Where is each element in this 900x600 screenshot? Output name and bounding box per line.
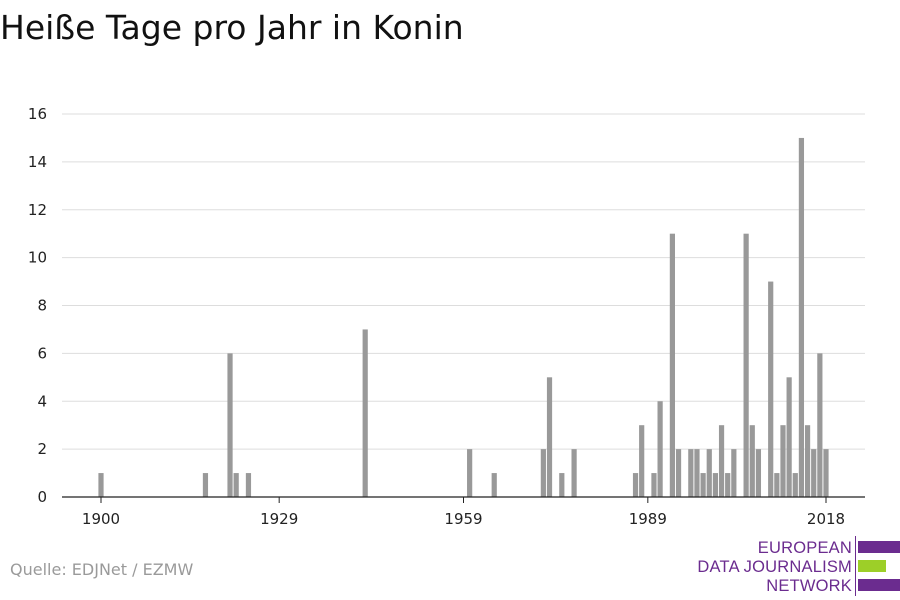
bar	[712, 473, 719, 497]
y-tick-label: 10	[28, 249, 47, 267]
y-tick-label: 16	[28, 105, 47, 123]
logo-text: EUROPEAN DATA JOURNALISM NETWORK	[697, 539, 852, 596]
bar	[755, 449, 762, 498]
bar	[725, 473, 731, 497]
bar	[749, 425, 755, 497]
x-tick-label: 1929	[260, 510, 298, 528]
bar	[245, 473, 252, 497]
logo-bar-middle	[858, 560, 886, 572]
bar	[731, 449, 737, 498]
bar	[467, 449, 473, 498]
bar	[817, 353, 823, 498]
bar	[98, 473, 104, 497]
bar	[706, 449, 712, 498]
bar	[571, 449, 577, 498]
logo-line-1: EUROPEAN	[757, 539, 852, 557]
bar	[786, 377, 792, 497]
x-tick-label: 1959	[444, 510, 482, 528]
bar	[792, 473, 798, 497]
bar	[743, 233, 749, 497]
chart-title: Heiße Tage pro Jahr in Konin	[0, 8, 464, 47]
bar	[768, 281, 774, 497]
bar	[669, 233, 675, 497]
bar	[700, 473, 706, 497]
x-tick-label: 1989	[629, 510, 667, 528]
bar	[651, 473, 657, 497]
y-tick-label: 12	[28, 201, 47, 219]
y-tick-label: 8	[37, 297, 47, 315]
bar	[780, 425, 786, 497]
logo-bar-top	[858, 541, 900, 553]
bar	[632, 473, 639, 497]
edjnet-logo: EUROPEAN DATA JOURNALISM NETWORK	[697, 536, 900, 596]
bar	[540, 449, 546, 498]
bar	[233, 473, 239, 497]
x-tick-label: 1900	[82, 510, 120, 528]
bar	[718, 425, 725, 497]
logo-bar-bottom	[858, 579, 900, 591]
bar	[559, 473, 565, 497]
bar	[694, 449, 700, 498]
logo-line-2: DATA JOURNALISM	[697, 558, 852, 576]
y-tick-label: 2	[37, 440, 47, 458]
source-note: Quelle: EDJNet / EZMW	[10, 560, 194, 579]
y-tick-label: 14	[28, 153, 47, 171]
bar	[811, 449, 817, 498]
bar	[688, 449, 694, 498]
bar	[639, 425, 645, 497]
logo-line-3: NETWORK	[766, 577, 852, 595]
bar	[823, 449, 829, 498]
y-tick-label: 4	[37, 392, 47, 410]
bar	[491, 473, 497, 497]
bar	[657, 401, 663, 497]
bar	[202, 473, 209, 497]
y-tick-label: 0	[37, 488, 47, 506]
bar	[362, 329, 368, 497]
logo-divider	[855, 536, 856, 596]
bar	[546, 377, 553, 497]
x-tick-label: 2018	[807, 510, 845, 528]
bar	[227, 353, 233, 498]
bar	[774, 473, 780, 497]
bar	[675, 449, 682, 498]
bar	[798, 137, 805, 497]
y-tick-label: 6	[37, 344, 47, 362]
bar	[804, 425, 811, 497]
